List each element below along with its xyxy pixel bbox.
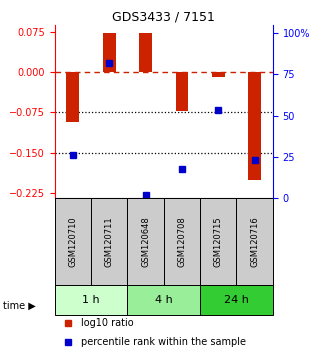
Bar bbox=[103, 33, 116, 72]
Text: GSM120711: GSM120711 bbox=[105, 217, 114, 267]
Text: GSM120648: GSM120648 bbox=[141, 217, 150, 267]
Text: GSM120708: GSM120708 bbox=[178, 217, 187, 267]
Text: 1 h: 1 h bbox=[82, 295, 100, 305]
Bar bbox=[127, 285, 200, 315]
Bar bbox=[200, 199, 237, 285]
Bar bbox=[66, 72, 79, 121]
Bar bbox=[237, 199, 273, 285]
Bar bbox=[55, 285, 127, 315]
Bar bbox=[248, 72, 261, 179]
Bar bbox=[127, 199, 164, 285]
Bar bbox=[55, 199, 91, 285]
Bar bbox=[91, 199, 127, 285]
Text: log10 ratio: log10 ratio bbox=[81, 318, 134, 328]
Text: GSM120710: GSM120710 bbox=[68, 217, 77, 267]
Text: percentile rank within the sample: percentile rank within the sample bbox=[81, 337, 246, 347]
Bar bbox=[164, 199, 200, 285]
Title: GDS3433 / 7151: GDS3433 / 7151 bbox=[112, 11, 215, 24]
Text: GSM120715: GSM120715 bbox=[214, 217, 223, 267]
Bar bbox=[139, 33, 152, 72]
Text: 4 h: 4 h bbox=[155, 295, 173, 305]
Bar bbox=[176, 72, 188, 111]
Text: 24 h: 24 h bbox=[224, 295, 249, 305]
Bar bbox=[200, 285, 273, 315]
Text: GSM120716: GSM120716 bbox=[250, 217, 259, 267]
Bar bbox=[212, 72, 225, 78]
Text: time ▶: time ▶ bbox=[3, 301, 36, 311]
